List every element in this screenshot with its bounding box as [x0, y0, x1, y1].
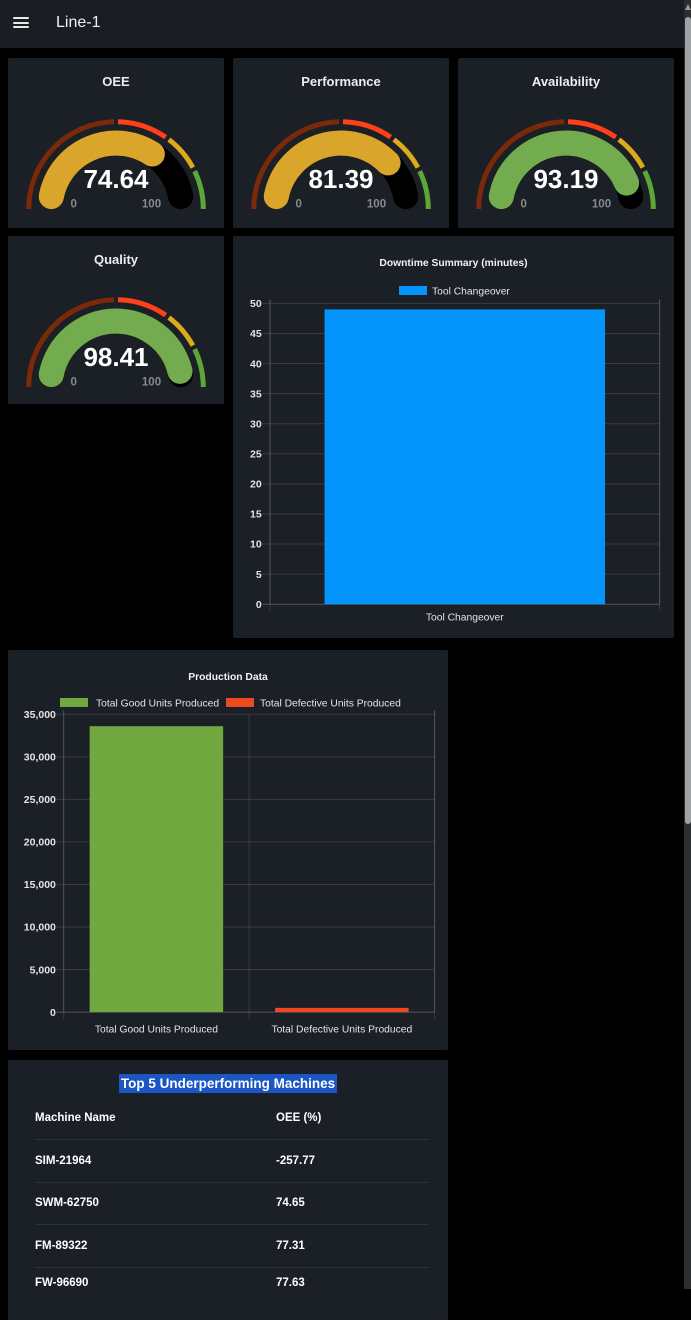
svg-text:Downtime Summary (minutes): Downtime Summary (minutes) — [379, 258, 527, 269]
svg-text:20: 20 — [250, 479, 262, 491]
svg-text:10,000: 10,000 — [24, 922, 56, 934]
svg-text:35,000: 35,000 — [24, 709, 56, 721]
svg-text:15: 15 — [250, 509, 262, 521]
svg-text:0: 0 — [256, 599, 262, 611]
svg-text:Tool Changeover: Tool Changeover — [432, 287, 510, 298]
svg-text:0: 0 — [70, 377, 76, 389]
svg-text:Production Data: Production Data — [188, 672, 268, 683]
svg-text:Total Good Units Produced: Total Good Units Produced — [96, 699, 219, 710]
svg-text:Performance: Performance — [301, 74, 380, 89]
svg-text:Quality: Quality — [94, 252, 139, 267]
svg-text:Total Good Units Produced: Total Good Units Produced — [95, 1025, 218, 1036]
svg-text:0: 0 — [520, 199, 526, 211]
svg-text:93.19: 93.19 — [533, 164, 598, 194]
svg-text:0: 0 — [295, 199, 301, 211]
svg-text:10: 10 — [250, 539, 262, 551]
svg-text:35: 35 — [250, 388, 262, 400]
svg-text:25: 25 — [250, 449, 262, 461]
svg-text:100: 100 — [142, 199, 161, 211]
svg-text:25,000: 25,000 — [24, 794, 56, 806]
svg-text:Tool Changeover: Tool Changeover — [426, 613, 504, 624]
svg-text:5,000: 5,000 — [30, 964, 56, 976]
svg-text:0: 0 — [70, 199, 76, 211]
svg-text:100: 100 — [367, 199, 386, 211]
svg-text:20,000: 20,000 — [24, 837, 56, 849]
svg-text:OEE: OEE — [102, 74, 130, 89]
svg-text:50: 50 — [250, 298, 262, 310]
svg-text:5: 5 — [256, 569, 262, 581]
svg-text:81.39: 81.39 — [308, 164, 373, 194]
svg-text:Availability: Availability — [532, 74, 601, 89]
svg-text:40: 40 — [250, 358, 262, 370]
svg-text:30,000: 30,000 — [24, 752, 56, 764]
svg-text:15,000: 15,000 — [24, 879, 56, 891]
svg-text:98.41: 98.41 — [83, 342, 148, 372]
svg-text:Total Defective Units Produced: Total Defective Units Produced — [271, 1025, 412, 1036]
svg-text:74.64: 74.64 — [83, 164, 149, 194]
svg-text:45: 45 — [250, 328, 262, 340]
svg-text:100: 100 — [142, 377, 161, 389]
svg-text:0: 0 — [50, 1007, 56, 1019]
svg-text:30: 30 — [250, 418, 262, 430]
svg-text:Total Defective Units Produced: Total Defective Units Produced — [260, 699, 401, 710]
svg-text:100: 100 — [592, 199, 611, 211]
